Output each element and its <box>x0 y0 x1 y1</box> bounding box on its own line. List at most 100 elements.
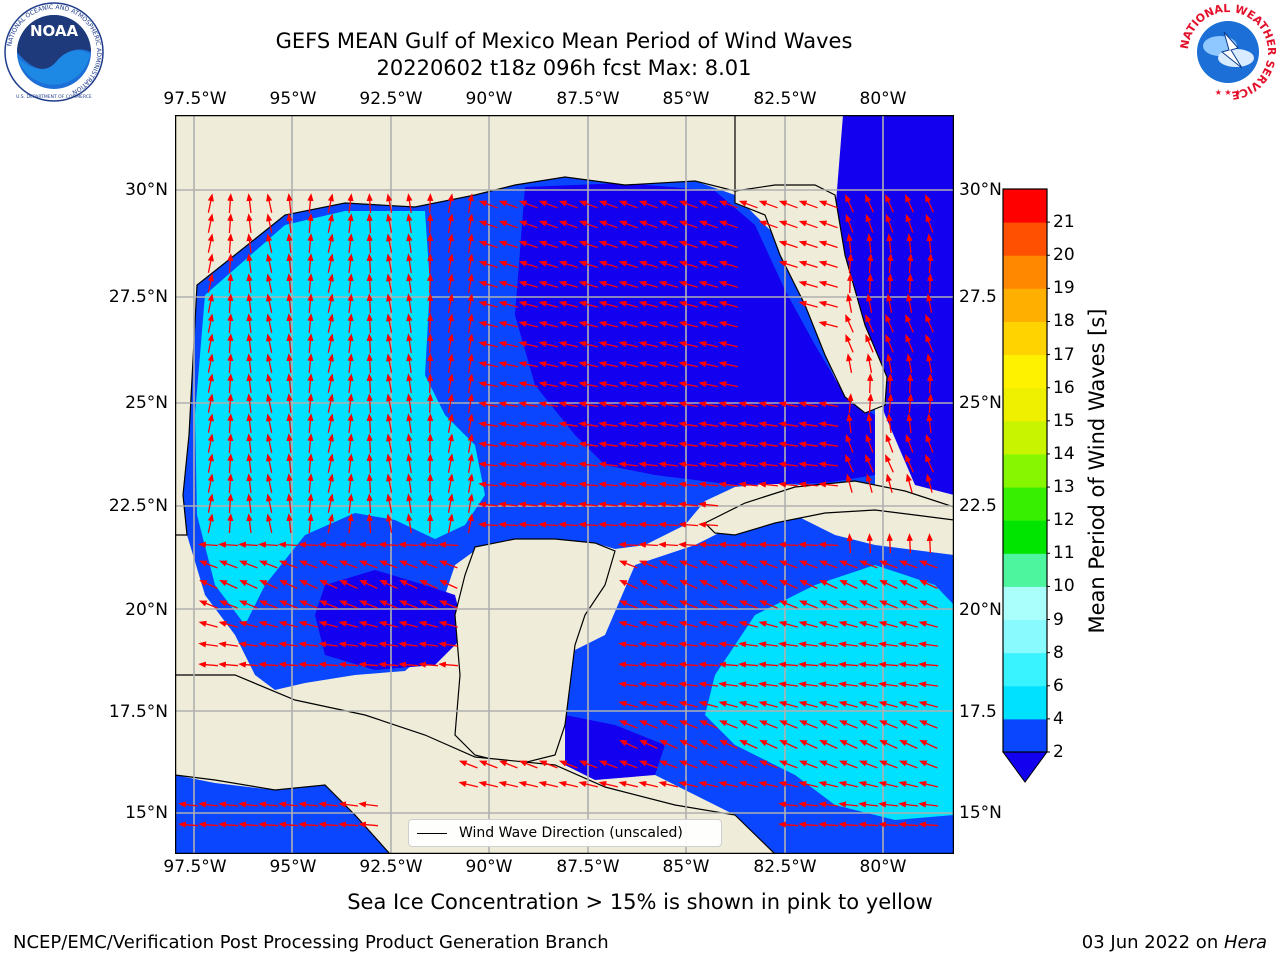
wind-wave-arrow <box>886 293 893 313</box>
wind-wave-arrow <box>347 493 354 513</box>
wind-wave-arrow <box>867 253 874 274</box>
wind-wave-arrow <box>427 293 434 314</box>
wind-wave-arrow <box>598 461 618 468</box>
wind-wave-arrow <box>618 300 638 308</box>
lon-tick-top: 85°W <box>662 89 710 109</box>
wind-wave-arrow <box>778 620 798 628</box>
wind-wave-arrow <box>838 681 858 688</box>
wind-wave-arrow <box>538 381 558 388</box>
wind-wave-arrow <box>219 579 238 589</box>
wind-wave-arrow <box>386 213 393 233</box>
wind-wave-arrow <box>467 253 474 274</box>
wind-wave-arrow <box>358 641 378 648</box>
lat-tick-left: 27.5°N <box>108 287 168 307</box>
wind-wave-arrow <box>918 641 938 648</box>
lat-tick-left: 25°N <box>125 393 168 413</box>
wind-wave-arrow <box>227 233 234 254</box>
wind-wave-arrow <box>558 401 579 408</box>
footer-left: NCEP/EMC/Verification Post Processing Pr… <box>13 932 609 953</box>
wind-wave-arrow <box>386 493 393 513</box>
wind-wave-arrow <box>906 233 913 253</box>
wind-wave-arrow <box>658 220 678 229</box>
wind-wave-arrow <box>286 233 293 254</box>
wind-wave-arrow <box>887 253 894 274</box>
wind-wave-arrow <box>638 600 658 609</box>
wind-wave-arrow <box>538 240 558 249</box>
wind-wave-arrow <box>658 641 678 648</box>
noaa-logo: NATIONAL OCEANIC AND ATMOSPHERIC ADMINIS… <box>4 2 104 102</box>
wind-wave-arrow <box>778 700 798 708</box>
wind-wave-arrow <box>598 340 618 348</box>
wind-wave-arrow <box>718 760 738 769</box>
wind-wave-arrow <box>366 493 373 514</box>
wind-wave-arrow <box>845 433 854 453</box>
wind-wave-arrow <box>347 333 354 353</box>
wind-wave-arrow <box>558 521 579 528</box>
lat-tick-left: 17.5°N <box>108 702 168 722</box>
wind-wave-arrow <box>698 661 719 668</box>
wind-wave-arrow <box>467 413 474 434</box>
wind-wave-arrow <box>638 760 658 769</box>
wind-wave-arrow <box>338 560 358 569</box>
wind-wave-arrow <box>266 213 273 233</box>
wind-wave-arrow <box>598 300 618 308</box>
wind-wave-arrow <box>578 300 598 308</box>
wind-wave-arrow <box>758 541 779 548</box>
wind-wave-arrow <box>347 373 354 393</box>
sea-ice-caption: Sea Ice Concentration > 15% is shown in … <box>347 890 933 914</box>
wind-wave-arrow <box>467 313 474 334</box>
wind-wave-arrow <box>246 353 253 373</box>
wind-wave-arrow <box>398 541 419 548</box>
wind-wave-arrow <box>618 421 639 428</box>
wind-wave-arrow <box>207 293 214 313</box>
wind-wave-arrow <box>886 413 893 433</box>
wind-wave-arrow <box>438 661 459 668</box>
wind-wave-arrow <box>818 220 838 229</box>
wind-wave-arrow <box>658 780 678 788</box>
wind-wave-arrow <box>678 541 699 548</box>
colorbar-tick-label: 9 <box>1053 609 1064 630</box>
wind-wave-arrow <box>678 661 699 668</box>
wind-wave-arrow <box>538 521 559 528</box>
colorbar-segment <box>1003 520 1047 554</box>
wind-wave-arrow <box>859 720 878 729</box>
wind-wave-arrow <box>698 421 719 428</box>
wind-wave-arrow <box>299 579 318 589</box>
wind-wave-arrow <box>758 780 778 788</box>
wind-wave-arrow <box>867 393 874 414</box>
wind-wave-arrow <box>658 600 678 609</box>
wind-wave-arrow <box>738 661 759 668</box>
wind-wave-arrow <box>498 501 519 508</box>
wind-wave-arrow <box>358 600 378 609</box>
lon-tick-top: 97.5°W <box>163 89 227 109</box>
wind-wave-arrow <box>266 193 273 213</box>
wind-wave-arrow <box>338 801 358 808</box>
wind-wave-arrow <box>927 273 934 294</box>
wind-wave-arrow <box>778 461 798 468</box>
wind-wave-arrow <box>898 560 918 569</box>
wind-wave-arrow <box>598 481 618 488</box>
wind-wave-arrow <box>298 641 318 648</box>
footer-host: Hera <box>1223 932 1267 953</box>
wind-wave-arrow <box>859 739 878 749</box>
colorbar-tick-label: 11 <box>1053 543 1075 564</box>
colorbar-tick-label: 15 <box>1053 410 1075 431</box>
wind-wave-arrow <box>758 200 778 209</box>
wind-wave-arrow <box>398 620 418 628</box>
wind-wave-arrow <box>266 473 273 493</box>
wind-wave-arrow <box>318 541 339 548</box>
wind-wave-arrow <box>518 320 538 328</box>
wind-wave-arrow <box>818 560 838 569</box>
wind-wave-arrow <box>207 373 214 393</box>
wind-wave-arrow <box>819 739 838 749</box>
colorbar-segment <box>1003 586 1047 621</box>
colorbar-segment <box>1003 619 1047 654</box>
wind-wave-arrow <box>818 661 839 668</box>
wind-wave-arrow <box>538 300 558 308</box>
wind-wave-arrow <box>798 220 818 229</box>
wind-wave-arrow <box>758 760 778 769</box>
wind-wave-arrow <box>925 433 934 453</box>
wind-wave-arrow <box>678 501 699 508</box>
wind-wave-arrow <box>347 353 354 373</box>
wind-wave-arrow <box>227 493 234 514</box>
